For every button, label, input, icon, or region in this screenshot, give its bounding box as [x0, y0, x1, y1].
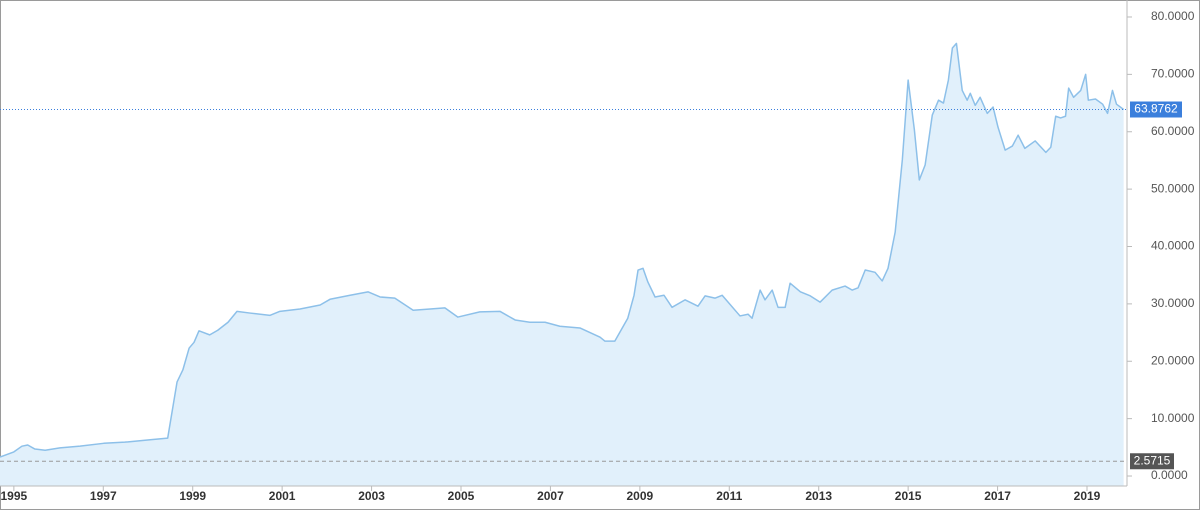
y-tick-label: 50.0000	[1151, 181, 1195, 195]
x-tick-label: 2013	[805, 489, 832, 503]
x-tick-label: 2001	[269, 489, 296, 503]
x-tick-label: 2011	[716, 489, 742, 503]
x-tick-label: 2015	[895, 489, 922, 503]
y-tick-label: 40.0000	[1151, 239, 1195, 253]
y-tick-label: 70.0000	[1151, 67, 1195, 81]
x-tick-label: 1995	[1, 489, 28, 503]
x-tick-label: 1999	[179, 489, 206, 503]
x-tick-label: 1997	[90, 489, 117, 503]
low-value-label: 2.5715	[1134, 453, 1171, 467]
x-tick-label: 2019	[1074, 489, 1101, 503]
y-tick-label: 0.0000	[1151, 468, 1188, 482]
y-tick-label: 60.0000	[1151, 124, 1195, 138]
y-tick-label: 30.0000	[1151, 296, 1195, 310]
y-tick-label: 80.0000	[1151, 9, 1195, 23]
area	[0, 43, 1124, 486]
x-tick-label: 2003	[358, 489, 385, 503]
y-tick-label: 20.0000	[1151, 353, 1195, 367]
x-tick-label: 2007	[537, 489, 564, 503]
line	[0, 42, 1125, 458]
last-value-label: 63.8762	[1134, 102, 1178, 116]
x-tick-label: 2009	[627, 489, 654, 503]
x-tick-label: 2005	[448, 489, 475, 503]
y-tick-label: 10.0000	[1151, 411, 1195, 425]
x-tick-label: 2017	[984, 489, 1011, 503]
last-value-box	[1130, 101, 1182, 118]
low-value-box	[1130, 453, 1174, 470]
